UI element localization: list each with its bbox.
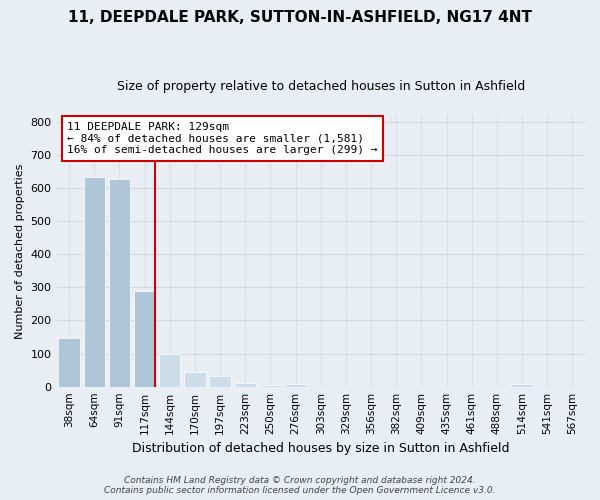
Bar xyxy=(109,178,130,386)
Bar xyxy=(285,384,307,386)
Bar xyxy=(134,292,155,386)
Y-axis label: Number of detached properties: Number of detached properties xyxy=(15,163,25,338)
Bar xyxy=(83,178,105,386)
Bar xyxy=(235,382,256,386)
Bar xyxy=(58,338,80,386)
Bar xyxy=(260,384,281,386)
X-axis label: Distribution of detached houses by size in Sutton in Ashfield: Distribution of detached houses by size … xyxy=(132,442,509,455)
Text: 11 DEEPDALE PARK: 129sqm
← 84% of detached houses are smaller (1,581)
16% of sem: 11 DEEPDALE PARK: 129sqm ← 84% of detach… xyxy=(67,122,377,155)
Bar xyxy=(159,354,181,386)
Bar xyxy=(209,376,231,386)
Bar xyxy=(511,384,533,386)
Title: Size of property relative to detached houses in Sutton in Ashfield: Size of property relative to detached ho… xyxy=(116,80,525,93)
Text: Contains HM Land Registry data © Crown copyright and database right 2024.
Contai: Contains HM Land Registry data © Crown c… xyxy=(104,476,496,495)
Bar xyxy=(184,372,206,386)
Text: 11, DEEPDALE PARK, SUTTON-IN-ASHFIELD, NG17 4NT: 11, DEEPDALE PARK, SUTTON-IN-ASHFIELD, N… xyxy=(68,10,532,25)
